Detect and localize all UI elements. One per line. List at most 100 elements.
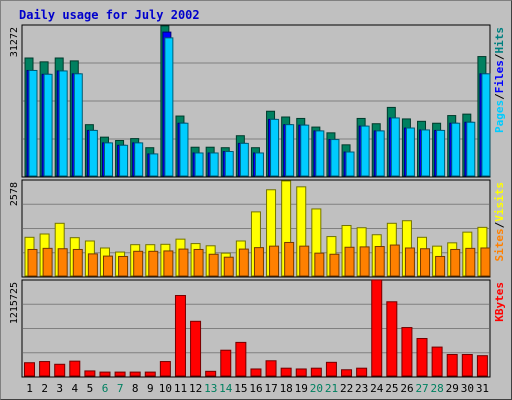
bar-sites xyxy=(238,248,249,277)
chart-title: Daily usage for July 2002 xyxy=(19,8,200,22)
bar-sites xyxy=(359,246,370,277)
bar-kbytes xyxy=(144,371,156,377)
bar-kbytes xyxy=(476,355,488,377)
bar-sites xyxy=(329,253,340,277)
bar-pages xyxy=(149,153,159,177)
bar-pages xyxy=(315,130,325,177)
y-max-label: 31272 xyxy=(9,27,20,57)
bar-kbytes xyxy=(84,370,96,377)
x-tick-label: 18 xyxy=(280,382,293,395)
x-tick-label: 13 xyxy=(204,382,217,395)
x-tick-label: 21 xyxy=(325,382,338,395)
x-tick-label: 11 xyxy=(174,382,187,395)
bar-pages xyxy=(375,130,385,177)
x-tick-label: 9 xyxy=(147,382,154,395)
bar-kbytes xyxy=(416,337,428,377)
bar-pages xyxy=(300,124,310,177)
x-tick-label: 25 xyxy=(385,382,398,395)
bar-pages xyxy=(330,139,340,177)
bar-kbytes xyxy=(159,361,171,377)
bar-sites xyxy=(253,247,264,277)
legend-entry: Files xyxy=(493,60,506,93)
bar-sites xyxy=(420,248,431,277)
bar-sites xyxy=(314,252,325,277)
bar-pages xyxy=(164,37,174,177)
bar-kbytes xyxy=(325,361,337,377)
bar-sites xyxy=(178,248,189,277)
bar-sites xyxy=(133,250,144,277)
legend-3: KBytes xyxy=(493,282,506,322)
bar-pages xyxy=(134,142,144,177)
bar-kbytes xyxy=(99,371,111,377)
bar-kbytes xyxy=(401,327,413,377)
bar-sites xyxy=(404,247,415,277)
legend-entry: / xyxy=(493,221,506,228)
bar-pages xyxy=(239,142,249,177)
bar-pages xyxy=(224,151,234,177)
bar-pages xyxy=(28,69,38,177)
bar-sites xyxy=(299,245,310,277)
bar-pages xyxy=(73,73,83,177)
bar-kbytes xyxy=(295,368,307,377)
bar-kbytes xyxy=(220,349,232,377)
bar-kbytes xyxy=(114,371,126,377)
x-tick-label: 10 xyxy=(159,382,172,395)
y-max-label: 1215725 xyxy=(9,282,20,324)
bar-pages xyxy=(390,117,400,177)
bar-sites xyxy=(27,248,38,277)
bar-kbytes xyxy=(461,354,473,377)
bar-sites xyxy=(87,253,98,277)
bar-kbytes xyxy=(431,346,443,377)
legend-2: Sites/Visits xyxy=(493,182,506,262)
bar-pages xyxy=(194,152,204,177)
bar-sites xyxy=(223,256,234,277)
x-tick-label: 19 xyxy=(295,382,308,395)
bar-pages xyxy=(421,129,431,177)
x-tick-label: 27 xyxy=(415,382,428,395)
bar-sites xyxy=(465,247,476,277)
bar-pages xyxy=(254,152,264,177)
bar-sites xyxy=(57,248,68,277)
x-tick-label: 26 xyxy=(400,382,413,395)
bar-pages xyxy=(345,151,355,177)
x-tick-label: 7 xyxy=(117,382,124,395)
bar-sites xyxy=(374,246,385,277)
bar-sites xyxy=(208,253,219,277)
bar-kbytes xyxy=(386,301,398,377)
bar-kbytes xyxy=(310,367,322,377)
legend-entry: / xyxy=(493,53,506,60)
bar-kbytes xyxy=(129,371,141,377)
bar-kbytes xyxy=(235,341,247,377)
bar-sites xyxy=(163,250,174,277)
bar-kbytes xyxy=(250,368,262,377)
x-tick-label: 1 xyxy=(26,382,33,395)
x-tick-label: 8 xyxy=(132,382,139,395)
bar-pages xyxy=(466,121,476,177)
x-tick-label: 17 xyxy=(264,382,277,395)
bar-pages xyxy=(209,152,219,177)
bar-sites xyxy=(284,241,295,277)
x-tick-label: 22 xyxy=(340,382,353,395)
legend-entry: Pages xyxy=(493,100,506,133)
bar-sites xyxy=(269,245,280,277)
bar-sites xyxy=(118,255,129,277)
bar-kbytes xyxy=(190,320,202,377)
x-tick-label: 15 xyxy=(234,382,247,395)
x-tick-label: 16 xyxy=(249,382,262,395)
x-tick-label: 12 xyxy=(189,382,202,395)
bar-pages xyxy=(179,122,189,177)
bar-sites xyxy=(450,248,461,277)
bar-pages xyxy=(405,127,415,177)
bar-kbytes xyxy=(371,279,383,377)
x-tick-label: 20 xyxy=(310,382,323,395)
bar-sites xyxy=(480,247,491,277)
bar-pages xyxy=(43,73,53,177)
legend-entry: / xyxy=(493,93,506,100)
bar-kbytes xyxy=(69,360,81,377)
x-tick-label: 23 xyxy=(355,382,368,395)
legend-entry: Hits xyxy=(493,27,506,54)
bar-sites xyxy=(102,255,113,277)
bar-kbytes xyxy=(341,369,353,377)
bar-sites xyxy=(72,248,83,277)
